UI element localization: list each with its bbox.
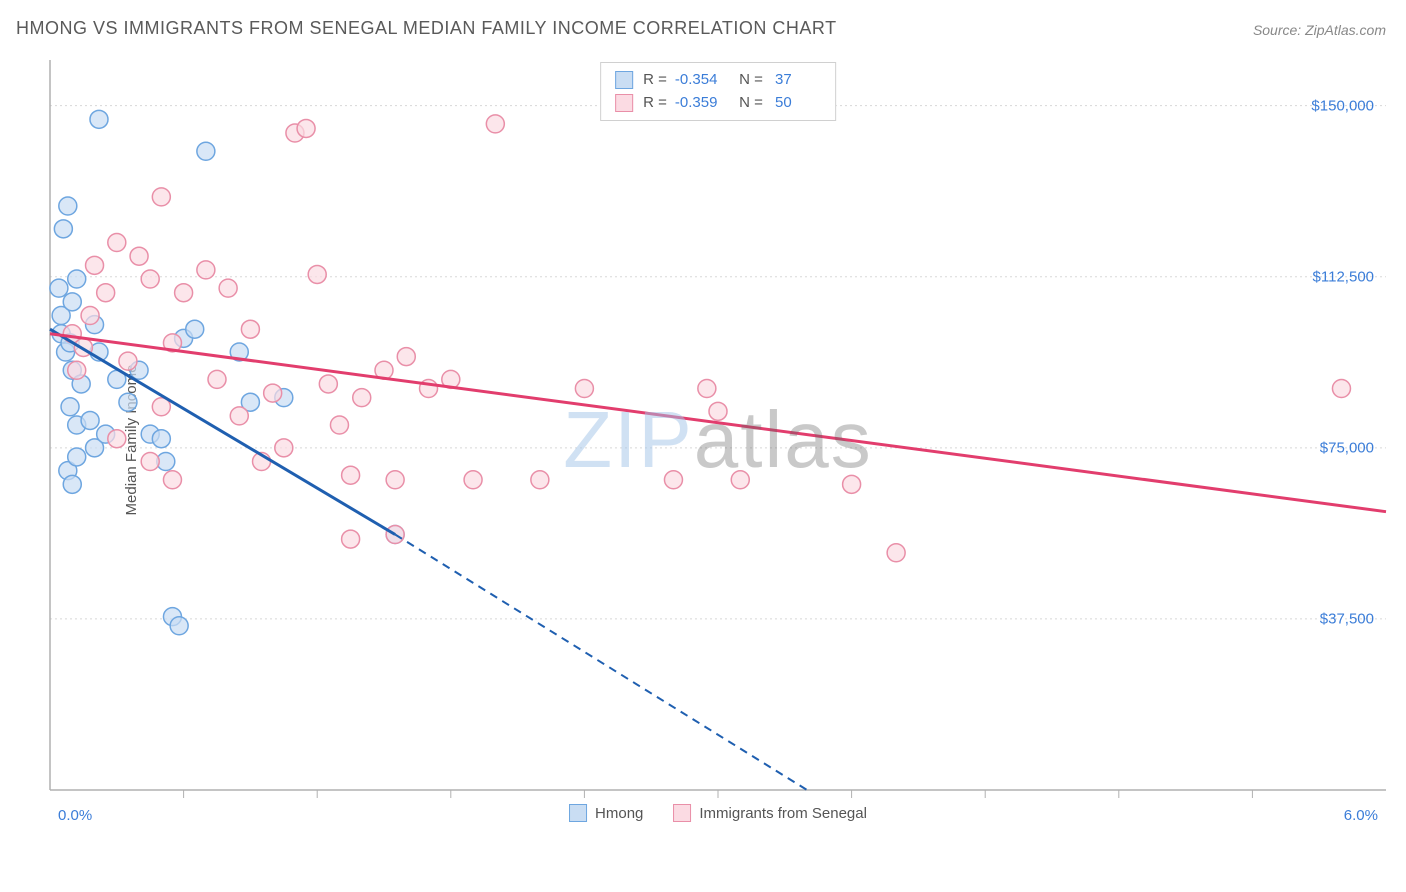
stat-r-label: R = xyxy=(643,92,667,115)
stat-n-label: N = xyxy=(735,69,763,92)
legend-item: Hmong xyxy=(569,804,643,822)
stat-n-value: 50 xyxy=(771,92,821,115)
x-axis-min: 0.0% xyxy=(58,807,92,824)
scatter-plot xyxy=(48,60,1388,820)
stat-r-value: -0.354 xyxy=(675,69,725,92)
legend-stat-row: R = -0.359 N = 50 xyxy=(615,92,821,115)
legend-swatch xyxy=(569,804,587,822)
legend-stat-row: R = -0.354 N = 37 xyxy=(615,69,821,92)
source-attribution: Source: ZipAtlas.com xyxy=(1253,22,1386,38)
y-tick-label: $75,000 xyxy=(1320,439,1374,456)
y-tick-label: $112,500 xyxy=(1313,268,1374,285)
stat-r-value: -0.359 xyxy=(675,92,725,115)
legend-swatch xyxy=(615,71,633,89)
stat-n-label: N = xyxy=(735,92,763,115)
y-tick-label: $150,000 xyxy=(1311,97,1374,114)
legend-label: Immigrants from Senegal xyxy=(699,805,867,822)
legend-stats: R = -0.354 N = 37 R = -0.359 N = 50 xyxy=(600,62,836,121)
chart-area: Median Family Income ZIPatlas R = -0.354… xyxy=(48,60,1388,820)
legend-swatch xyxy=(615,94,633,112)
legend-item: Immigrants from Senegal xyxy=(673,804,867,822)
y-tick-label: $37,500 xyxy=(1320,610,1374,627)
legend-swatch xyxy=(673,804,691,822)
stat-r-label: R = xyxy=(643,69,667,92)
legend-label: Hmong xyxy=(595,805,643,822)
chart-title: HMONG VS IMMIGRANTS FROM SENEGAL MEDIAN … xyxy=(16,18,837,39)
legend-series: Hmong Immigrants from Senegal xyxy=(569,804,867,822)
x-axis-max: 6.0% xyxy=(1344,807,1378,824)
stat-n-value: 37 xyxy=(771,69,821,92)
